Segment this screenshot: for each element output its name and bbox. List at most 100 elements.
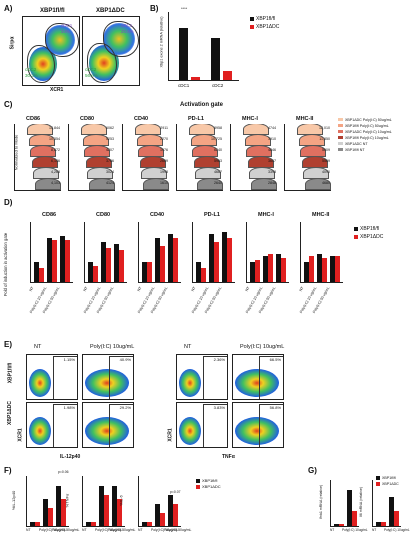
bar-axes [138,476,181,527]
category-label: NT [372,528,377,532]
histogram-peak [81,124,107,135]
histogram-row: 5963 [177,157,223,168]
legend-entry: XBP1fl/fl Poly(I:C) 50ug/mL [338,124,418,128]
bar-ko [335,256,340,282]
category-label: Poly(I:C) 10 ug/mL [299,286,318,314]
positive-gate [109,404,133,447]
bar-axes [372,480,401,527]
panel-d-legend-wt: XBP1fl/fl [354,226,379,232]
category-label: NT [244,286,251,293]
histogram-peak [88,179,115,190]
histogram-row: 2640 [177,179,223,190]
category-label: cDC2 [212,83,224,88]
panel-g-legend-wt: XBP1fl/fl [376,476,396,481]
bar-axes [192,222,235,283]
category-label: Poly(I:C) 10ug/mL [151,528,179,532]
histogram-row: 1610 [123,179,169,190]
bar-ko [160,246,165,282]
bar-wt [155,238,160,282]
marker-title: CD40 [150,212,165,218]
y-axis-label: %IL-12p40 [11,490,17,511]
histogram-peak [82,135,109,146]
positive-gate [259,404,283,447]
bar-axes [138,222,181,283]
column-label: Poly(I:C) 10ug/mL [90,344,135,350]
category-label: Poly(I:C) 50ug/mL [108,528,136,532]
mfi-value: 5009 [322,148,330,152]
marker-title: CD80 [80,116,95,122]
gate-percentage: 40.9% [119,357,131,362]
gate-percentage: 1.15% [63,357,75,362]
gate-label-cdc1: cDC1 [61,23,73,28]
bar-ko [201,268,206,282]
xlabel-tnf: TNFα [222,454,235,460]
bar-axes [300,222,343,283]
legend-label: XBP1fl/fl NT [345,148,365,152]
legend-label: XBP1ΔDC NT [345,142,368,146]
mfi-value: 10,725 [211,137,222,141]
marker-title: MHC-II [312,212,330,218]
category-label: NT [28,286,35,293]
histogram-row: 2609 [123,157,169,168]
panel-f-letter: F) [4,466,12,475]
legend-label: XBP1ΔDC Poly(I:C) 50ug/mL [345,118,392,122]
bar-ko [61,499,66,526]
mfi-value: 6062 [106,126,114,130]
mfi-value: 4207 [106,148,114,152]
mfi-value: 8,872 [51,148,60,152]
histogram-peak [135,124,161,135]
category-label: NT [82,528,87,532]
significance-label: **** [181,6,188,11]
histogram-peak [304,179,331,190]
cell-density [85,369,129,397]
histogram-peak [34,179,61,190]
histogram-row: 4680 [285,179,331,190]
histogram-row: 6240 [177,146,223,157]
histogram-stack: 4744 3910 4846 3657 3398 2848 [230,124,277,191]
bar-wt [142,521,147,526]
p-value: p=0.07 [170,490,181,494]
panel-a-title-ko: XBP1ΔDC [96,8,125,14]
gate-percentage: 2.36% [213,357,225,362]
column-label: NT [184,344,192,350]
gate-percentage: 66.5% [269,357,281,362]
bar-ko [322,258,327,282]
flow-plot: 56.8% [232,402,284,448]
histogram-row: 12,010 [285,124,331,135]
histogram-row: 2270 [123,135,169,146]
flow-plot: 2.36% [176,354,228,400]
marker-title: PD-L1 [204,212,220,218]
flow-plot: 3.83% [176,402,228,448]
bar-wt [263,256,268,282]
flow-plot: 1.15% [26,354,78,400]
bar-wt [276,254,281,282]
mfi-value: 2911 [160,126,168,130]
histogram-row: 4,268 [15,168,61,179]
gate-value-cdc1: 34% [61,29,71,34]
histogram-row: 3910 [231,135,277,146]
bar-ko [381,521,386,526]
gate-label-cdc1: cDC1 [121,23,133,28]
flow-plot: 66.5% [232,354,284,400]
mfi-value: 5569 [322,159,330,163]
histogram-peak [244,135,271,146]
marker-title: PD-L1 [188,116,204,122]
histogram-row: 3024 [69,168,115,179]
positive-gate [53,404,77,447]
flow-plot: 40.9% [82,354,134,400]
category-label: NT [26,528,31,532]
category-label: NT [190,286,197,293]
bar-ko [352,511,357,526]
bar-axes [330,480,359,527]
mfi-value: 2640 [214,181,222,185]
histogram-row: 1998 [123,168,169,179]
bar-wt [168,234,173,282]
y-axis-label: Il6 mRNA (relative) [359,486,364,518]
bar-wt [168,494,173,526]
bar-wt [114,244,119,282]
bar-wt [222,232,227,282]
legend-swatch [338,130,343,133]
mfi-value: 5253 [106,137,114,141]
histogram-peak [196,179,223,190]
bar-ko [339,523,344,526]
